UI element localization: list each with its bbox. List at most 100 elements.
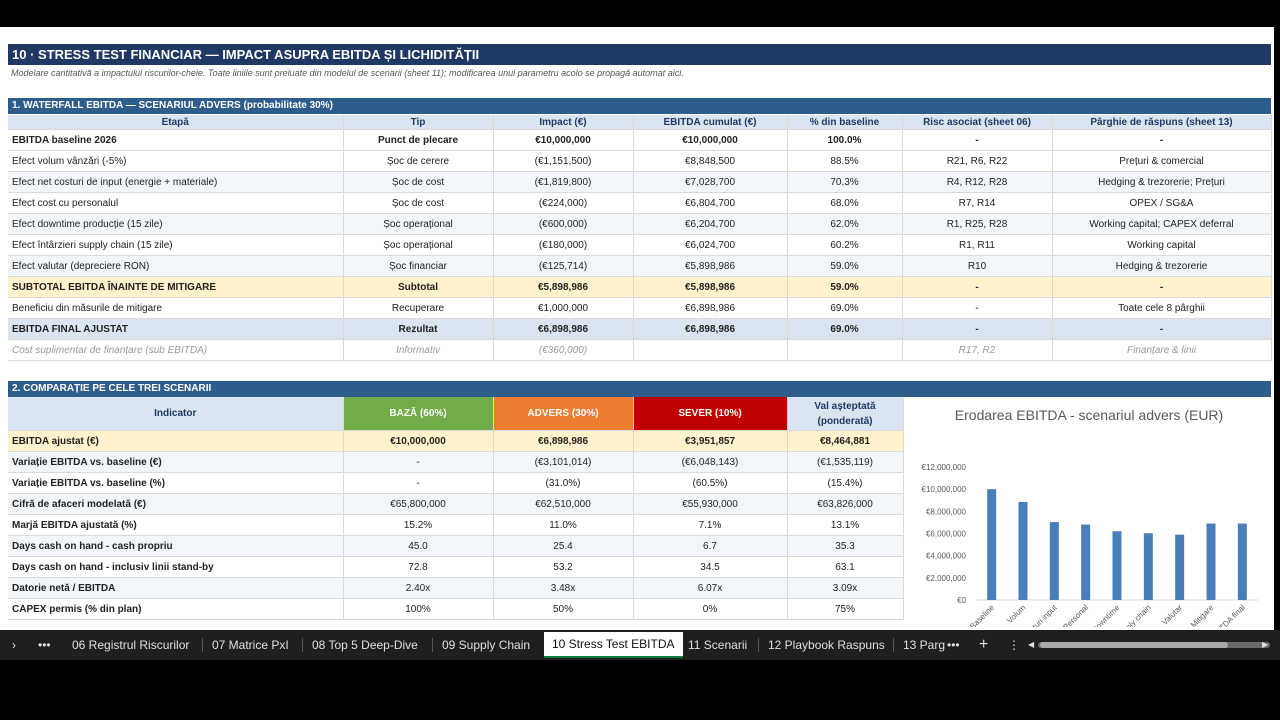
waterfall-cell[interactable]: €7,028,700 bbox=[633, 171, 788, 193]
chart-bar[interactable] bbox=[1081, 524, 1091, 600]
waterfall-cell[interactable]: 69.0% bbox=[787, 318, 903, 340]
waterfall-cell[interactable]: €6,898,986 bbox=[493, 318, 634, 340]
waterfall-cell[interactable]: Informativ bbox=[343, 339, 494, 361]
comparison-cell[interactable]: 6.7 bbox=[633, 535, 788, 557]
scroll-right-button[interactable]: ▶ bbox=[1262, 640, 1269, 649]
comparison-cell[interactable]: 100% bbox=[343, 598, 494, 620]
waterfall-cell[interactable]: Șoc de cost bbox=[343, 171, 494, 193]
waterfall-cell[interactable]: SUBTOTAL EBITDA ÎNAINTE DE MITIGARE bbox=[8, 276, 344, 298]
comparison-cell[interactable]: 6.07x bbox=[633, 577, 788, 599]
horizontal-scrollbar-thumb[interactable] bbox=[1040, 642, 1228, 648]
comparison-cell[interactable]: Days cash on hand - cash propriu bbox=[8, 535, 344, 557]
waterfall-cell[interactable]: €6,024,700 bbox=[633, 234, 788, 256]
comparison-cell[interactable]: CAPEX permis (% din plan) bbox=[8, 598, 344, 620]
waterfall-cell[interactable]: 70.3% bbox=[787, 171, 903, 193]
waterfall-cell[interactable]: Beneficiu din măsurile de mitigare bbox=[8, 297, 344, 319]
comparison-cell[interactable]: 11.0% bbox=[493, 514, 634, 536]
waterfall-cell[interactable]: €8,848,500 bbox=[633, 150, 788, 172]
waterfall-header-cell[interactable]: Tip bbox=[343, 115, 494, 130]
comparison-cell[interactable]: Variație EBITDA vs. baseline (%) bbox=[8, 472, 344, 494]
waterfall-cell[interactable]: Efect downtime producție (15 zile) bbox=[8, 213, 344, 235]
waterfall-cell[interactable]: - bbox=[1052, 318, 1272, 340]
comparison-cell[interactable]: Cifră de afaceri modelată (€) bbox=[8, 493, 344, 515]
comparison-cell[interactable]: 0% bbox=[633, 598, 788, 620]
waterfall-cell[interactable]: €10,000,000 bbox=[493, 129, 634, 151]
comparison-cell[interactable]: (€3,101,014) bbox=[493, 451, 634, 473]
waterfall-cell[interactable]: 100.0% bbox=[787, 129, 903, 151]
comparison-cell[interactable]: 75% bbox=[787, 598, 904, 620]
comparison-cell[interactable]: 7.1% bbox=[633, 514, 788, 536]
more-sheets-right-button[interactable]: ••• bbox=[947, 638, 960, 652]
waterfall-cell[interactable]: 68.0% bbox=[787, 192, 903, 214]
comparison-cell[interactable]: (€1,535,119) bbox=[787, 451, 904, 473]
sheet-tab[interactable]: 13 Parg bbox=[903, 638, 946, 652]
waterfall-cell[interactable]: (€224,000) bbox=[493, 192, 634, 214]
waterfall-cell[interactable]: Șoc operațional bbox=[343, 234, 494, 256]
add-sheet-button[interactable]: + bbox=[979, 636, 989, 653]
waterfall-cell[interactable]: (€1,151,500) bbox=[493, 150, 634, 172]
waterfall-cell[interactable]: Toate cele 8 pârghii bbox=[1052, 297, 1272, 319]
comparison-cell[interactable]: €8,464,881 bbox=[787, 430, 904, 452]
waterfall-cell[interactable]: (€180,000) bbox=[493, 234, 634, 256]
comparison-cell[interactable]: 2.40x bbox=[343, 577, 494, 599]
waterfall-cell[interactable]: (€125,714) bbox=[493, 255, 634, 277]
waterfall-cell[interactable]: EBITDA FINAL AJUSTAT bbox=[8, 318, 344, 340]
waterfall-cell[interactable]: Rezultat bbox=[343, 318, 494, 340]
waterfall-cell[interactable]: Punct de plecare bbox=[343, 129, 494, 151]
spreadsheet-area[interactable]: 10 · STRESS TEST FINANCIAR — IMPACT ASUP… bbox=[0, 27, 1274, 630]
comparison-cell[interactable]: 25.4 bbox=[493, 535, 634, 557]
waterfall-cell[interactable]: Cost suplimentar de finanțare (sub EBITD… bbox=[8, 339, 344, 361]
waterfall-cell[interactable] bbox=[633, 339, 788, 361]
comparison-cell[interactable]: 45.0 bbox=[343, 535, 494, 557]
waterfall-cell[interactable]: R4, R12, R28 bbox=[902, 171, 1053, 193]
comparison-cell[interactable]: 50% bbox=[493, 598, 634, 620]
sheet-menu-button[interactable]: ⋮ bbox=[1008, 638, 1020, 652]
waterfall-cell[interactable]: €5,898,986 bbox=[493, 276, 634, 298]
waterfall-cell[interactable]: Șoc de cost bbox=[343, 192, 494, 214]
waterfall-cell[interactable]: €5,898,986 bbox=[633, 255, 788, 277]
comparison-cell[interactable]: 15.2% bbox=[343, 514, 494, 536]
waterfall-cell[interactable]: Șoc de cerere bbox=[343, 150, 494, 172]
waterfall-cell[interactable]: 62.0% bbox=[787, 213, 903, 235]
chart-bar[interactable] bbox=[1175, 534, 1185, 600]
waterfall-cell[interactable]: R7, R14 bbox=[902, 192, 1053, 214]
waterfall-cell[interactable]: - bbox=[902, 297, 1053, 319]
waterfall-cell[interactable] bbox=[787, 339, 903, 361]
comparison-cell[interactable]: (60.5%) bbox=[633, 472, 788, 494]
waterfall-cell[interactable]: Șoc operațional bbox=[343, 213, 494, 235]
comparison-cell[interactable]: Marjă EBITDA ajustată (%) bbox=[8, 514, 344, 536]
waterfall-cell[interactable]: Prețuri & comercial bbox=[1052, 150, 1272, 172]
waterfall-cell[interactable]: 59.0% bbox=[787, 255, 903, 277]
comparison-cell[interactable]: 53.2 bbox=[493, 556, 634, 578]
comparison-header-cell[interactable]: BAZĂ (60%) bbox=[343, 397, 494, 431]
comparison-cell[interactable]: 3.09x bbox=[787, 577, 904, 599]
comparison-cell[interactable]: €10,000,000 bbox=[343, 430, 494, 452]
comparison-cell[interactable]: 34.5 bbox=[633, 556, 788, 578]
waterfall-cell[interactable]: (€360,000) bbox=[493, 339, 634, 361]
waterfall-cell[interactable]: (€600,000) bbox=[493, 213, 634, 235]
waterfall-cell[interactable]: 59.0% bbox=[787, 276, 903, 298]
sheet-tab[interactable]: 11 Scenarii bbox=[688, 638, 748, 652]
comparison-cell[interactable]: EBITDA ajustat (€) bbox=[8, 430, 344, 452]
comparison-cell[interactable]: 72.8 bbox=[343, 556, 494, 578]
waterfall-cell[interactable]: Șoc financiar bbox=[343, 255, 494, 277]
waterfall-cell[interactable]: 88.5% bbox=[787, 150, 903, 172]
ebitda-erosion-chart[interactable]: Erodarea EBITDA - scenariul advers (EUR)… bbox=[908, 397, 1270, 630]
waterfall-cell[interactable]: R1, R25, R28 bbox=[902, 213, 1053, 235]
comparison-cell[interactable]: Datorie netă / EBITDA bbox=[8, 577, 344, 599]
chart-bar[interactable] bbox=[1049, 522, 1059, 600]
comparison-cell[interactable]: Days cash on hand - inclusiv linii stand… bbox=[8, 556, 344, 578]
waterfall-header-cell[interactable]: % din baseline bbox=[787, 115, 903, 130]
sheet-tab[interactable]: 07 Matrice PxI bbox=[212, 638, 289, 652]
waterfall-cell[interactable]: Efect net costuri de input (energie + ma… bbox=[8, 171, 344, 193]
waterfall-cell[interactable]: R10 bbox=[902, 255, 1053, 277]
waterfall-cell[interactable]: €5,898,986 bbox=[633, 276, 788, 298]
waterfall-cell[interactable]: Efect volum vânzări (-5%) bbox=[8, 150, 344, 172]
waterfall-header-cell[interactable]: Pârghie de răspuns (sheet 13) bbox=[1052, 115, 1272, 130]
sheet-tab[interactable]: 09 Supply Chain bbox=[442, 638, 531, 652]
waterfall-cell[interactable]: EBITDA baseline 2026 bbox=[8, 129, 344, 151]
waterfall-cell[interactable]: R17, R2 bbox=[902, 339, 1053, 361]
waterfall-cell[interactable]: Hedging & trezorerie bbox=[1052, 255, 1272, 277]
sheet-tab[interactable]: 06 Registrul Riscurilor bbox=[72, 638, 190, 652]
chart-bar[interactable] bbox=[987, 489, 997, 600]
